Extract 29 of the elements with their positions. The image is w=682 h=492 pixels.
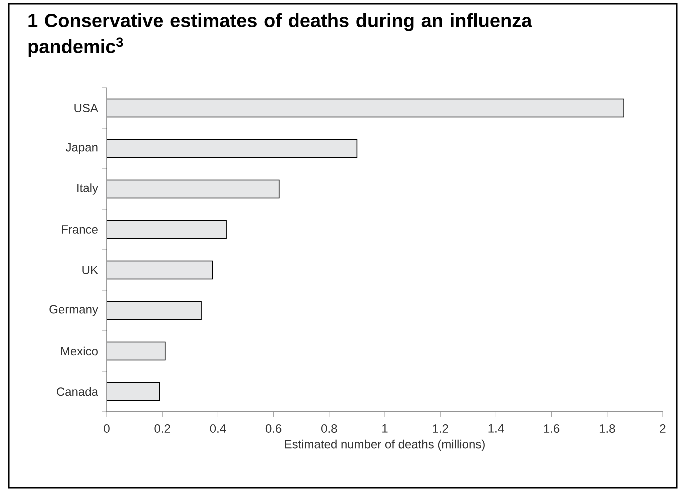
bar xyxy=(107,220,227,240)
x-axis-title: Estimated number of deaths (millions) xyxy=(285,440,485,452)
x-tick-label: 0.4 xyxy=(210,424,226,434)
y-tick-label: France xyxy=(62,226,98,234)
y-tick-label: UK xyxy=(82,266,98,274)
y-tick-label: Mexico xyxy=(61,346,98,356)
x-tick-label: 1.4 xyxy=(488,424,504,433)
bar xyxy=(107,180,280,199)
x-tick-label: 1.2 xyxy=(433,424,448,433)
y-tick-label: Japan xyxy=(66,143,98,154)
bar xyxy=(107,260,214,280)
y-tick-label: Canada xyxy=(57,387,98,396)
y-tick-label: USA xyxy=(74,104,98,112)
bar xyxy=(107,98,624,118)
bar xyxy=(107,139,358,158)
chart-title: 1 Conservative estimates of deaths during an influenza pandemic$^{3}$ xyxy=(28,14,532,58)
bar xyxy=(107,301,202,320)
bar xyxy=(107,382,160,402)
y-tick-label: Italy xyxy=(78,184,98,195)
x-tick-label: 0 xyxy=(104,424,110,434)
x-tick-label: 1 xyxy=(382,424,388,433)
x-tick-label: 0.8 xyxy=(322,424,338,434)
y-tick-label: Germany xyxy=(50,305,98,316)
x-tick-label: 1.6 xyxy=(544,424,560,434)
x-tick-label: 0.2 xyxy=(154,424,170,434)
x-tick-label: 1.8 xyxy=(600,424,616,434)
bar xyxy=(107,342,166,361)
x-tick-label: 0.6 xyxy=(266,424,282,434)
x-tick-label: 2 xyxy=(660,424,666,433)
